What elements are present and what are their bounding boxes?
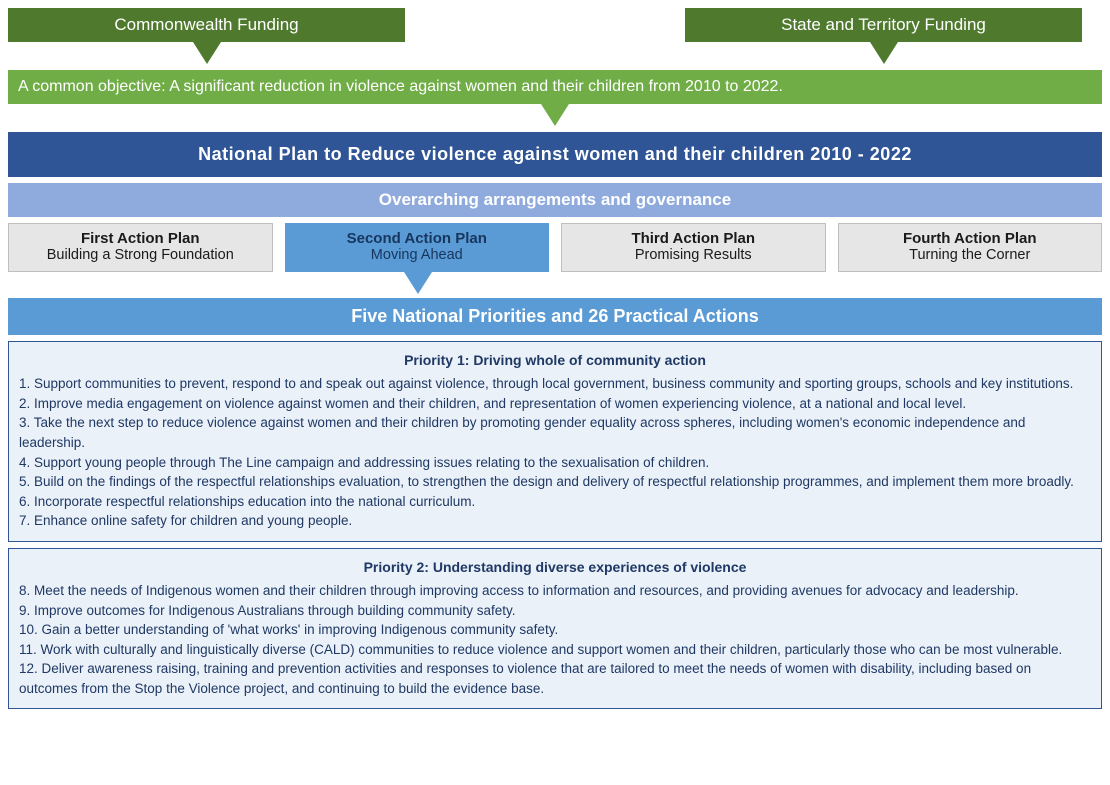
priority-item: 8. Meet the needs of Indigenous women an…: [19, 581, 1091, 601]
action-plan-arrow-row: [8, 272, 1102, 298]
priority-item: 7. Enhance online safety for children an…: [19, 511, 1091, 531]
priority-item: 3. Take the next step to reduce violence…: [19, 413, 1091, 452]
priority-box: Priority 1: Driving whole of community a…: [8, 341, 1102, 542]
action-plan-subtitle: Promising Results: [566, 247, 821, 263]
funding-arrows-row: [8, 42, 1102, 70]
arrow-down-icon: [870, 42, 898, 64]
priority-item: 5. Build on the findings of the respectf…: [19, 472, 1091, 492]
action-plan-subtitle: Turning the Corner: [843, 247, 1098, 263]
priority-item: 2. Improve media engagement on violence …: [19, 394, 1091, 414]
action-plan-box: Third Action PlanPromising Results: [561, 223, 826, 272]
priority-box: Priority 2: Understanding diverse experi…: [8, 548, 1102, 710]
priorities-header-bar: Five National Priorities and 26 Practica…: [8, 298, 1102, 335]
priority-item: 4. Support young people through The Line…: [19, 453, 1091, 473]
action-plans-row: First Action PlanBuilding a Strong Found…: [8, 223, 1102, 272]
priority-item: 12. Deliver awareness raising, training …: [19, 659, 1091, 698]
action-plan-title: Fourth Action Plan: [843, 230, 1098, 247]
objective-arrow-row: [8, 104, 1102, 132]
arrow-down-icon: [541, 104, 569, 126]
priority-item: 9. Improve outcomes for Indigenous Austr…: [19, 601, 1091, 621]
action-plan-subtitle: Building a Strong Foundation: [13, 247, 268, 263]
priorities-container: Priority 1: Driving whole of community a…: [8, 341, 1102, 709]
arrow-down-icon: [404, 272, 432, 294]
action-plan-title: Third Action Plan: [566, 230, 821, 247]
priority-item: 1. Support communities to prevent, respo…: [19, 374, 1091, 394]
priority-title: Priority 2: Understanding diverse experi…: [19, 557, 1091, 577]
governance-bar: Overarching arrangements and governance: [8, 183, 1102, 217]
action-plan-subtitle: Moving Ahead: [290, 247, 545, 263]
priority-item: 6. Incorporate respectful relationships …: [19, 492, 1091, 512]
arrow-down-icon: [193, 42, 221, 64]
priority-title: Priority 1: Driving whole of community a…: [19, 350, 1091, 370]
action-plan-title: Second Action Plan: [290, 230, 545, 247]
action-plan-title: First Action Plan: [13, 230, 268, 247]
priority-item: 11. Work with culturally and linguistica…: [19, 640, 1091, 660]
funding-row: Commonwealth Funding State and Territory…: [8, 8, 1102, 42]
action-plan-box: Fourth Action PlanTurning the Corner: [838, 223, 1103, 272]
priority-item: 10. Gain a better understanding of 'what…: [19, 620, 1091, 640]
national-plan-title-bar: National Plan to Reduce violence against…: [8, 132, 1102, 177]
action-plan-box: First Action PlanBuilding a Strong Found…: [8, 223, 273, 272]
